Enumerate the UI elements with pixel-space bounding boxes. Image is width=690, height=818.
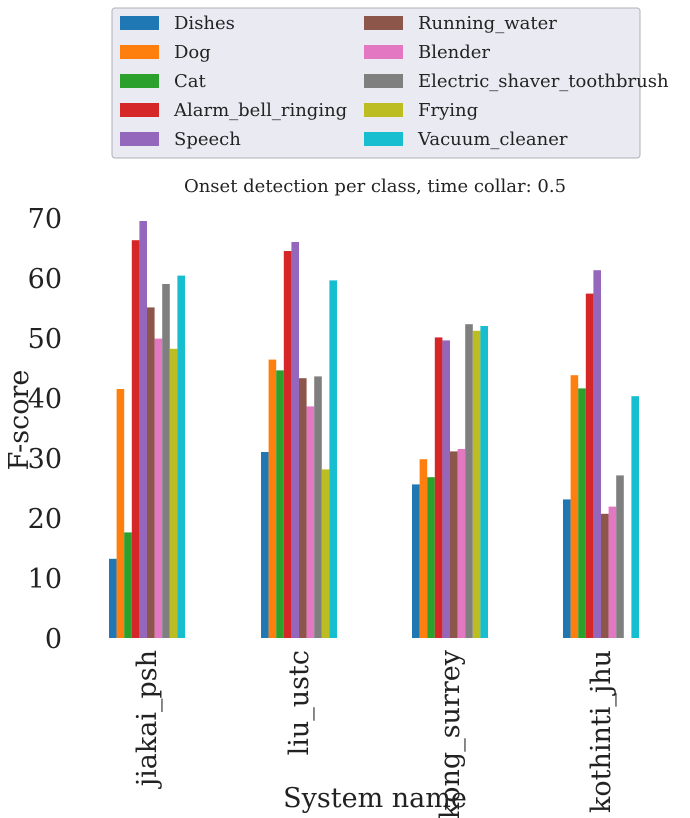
bar [154, 338, 163, 638]
x-axis-label: System name [283, 783, 467, 814]
bar [124, 532, 132, 638]
bar [457, 449, 466, 638]
bar [291, 242, 299, 638]
bar [321, 469, 330, 638]
bar [131, 240, 140, 638]
bar [585, 293, 594, 638]
bar [608, 506, 617, 638]
bar [442, 340, 450, 638]
bar [162, 284, 170, 638]
y-tick-label: 50 [28, 324, 62, 355]
bar [412, 484, 420, 638]
y-tick-label: 20 [28, 504, 62, 535]
bar [434, 337, 443, 638]
bar [268, 359, 277, 638]
bar [427, 477, 435, 638]
legend-swatch [120, 45, 159, 59]
bar [169, 348, 178, 638]
bar [480, 326, 488, 638]
legend-label: Frying [418, 100, 478, 121]
legend-swatch [120, 103, 159, 117]
bar [578, 388, 586, 638]
legend-swatch [120, 16, 159, 30]
legend-label: Blender [418, 42, 490, 63]
y-axis-label: F-score [4, 370, 35, 471]
y-tick-label: 10 [28, 564, 62, 595]
legend-swatch [364, 16, 403, 30]
x-tick-label: liu_ustc [284, 650, 315, 755]
bar [177, 275, 185, 638]
y-tick-label: 0 [45, 624, 62, 655]
legend-label: Vacuum_cleaner [417, 129, 568, 150]
bar [472, 330, 481, 638]
chart-title: Onset detection per class, time collar: … [184, 176, 566, 197]
x-tick-label: kong_surrey [435, 649, 466, 818]
bar [563, 499, 571, 638]
legend-label: Cat [174, 71, 207, 92]
bar [570, 375, 579, 638]
bar [276, 370, 284, 638]
legend-swatch [364, 132, 403, 146]
bar [601, 513, 609, 638]
legend-label: Dog [174, 42, 211, 63]
x-tick-label: jiakai_psh [132, 650, 163, 789]
legend-label: Speech [174, 129, 241, 150]
bar [465, 324, 473, 638]
bar [329, 280, 337, 638]
y-tick-label: 40 [28, 384, 62, 415]
y-axis-ticks: 0 10 20 30 40 50 60 70 [28, 204, 62, 655]
bar [593, 270, 601, 638]
bar [314, 376, 322, 638]
legend-swatch [120, 74, 159, 88]
bar [283, 251, 292, 638]
bar [616, 475, 624, 638]
bar [419, 459, 428, 638]
x-axis-ticks: jiakai_psh liu_ustc kong_surrey kothinti_jh… [132, 649, 617, 818]
y-tick-label: 60 [28, 264, 62, 295]
bar [147, 307, 155, 638]
legend-label: Dishes [174, 13, 235, 34]
legend-label: Running_water [418, 13, 557, 34]
y-tick-label: 30 [28, 444, 62, 475]
legend-label: Alarm_bell_ringing [173, 100, 347, 121]
bar [109, 558, 117, 638]
legend: Dishes Dog Cat Alarm_bell_ringing Speech Runn… [111, 7, 669, 159]
y-tick-label: 70 [28, 204, 62, 235]
bar [631, 396, 639, 638]
bars [109, 221, 639, 638]
legend-label: Electric_shaver_toothbrush [418, 71, 669, 92]
bar [139, 221, 147, 638]
bar [299, 378, 307, 638]
x-tick-label: kothinti_jhu [586, 650, 617, 813]
legend-swatch [364, 45, 403, 59]
bar [116, 389, 125, 638]
bar [261, 452, 269, 638]
legend-swatch [364, 74, 403, 88]
bar [450, 451, 458, 638]
legend-swatch [120, 132, 159, 146]
bar [306, 406, 315, 638]
legend-swatch [364, 103, 403, 117]
